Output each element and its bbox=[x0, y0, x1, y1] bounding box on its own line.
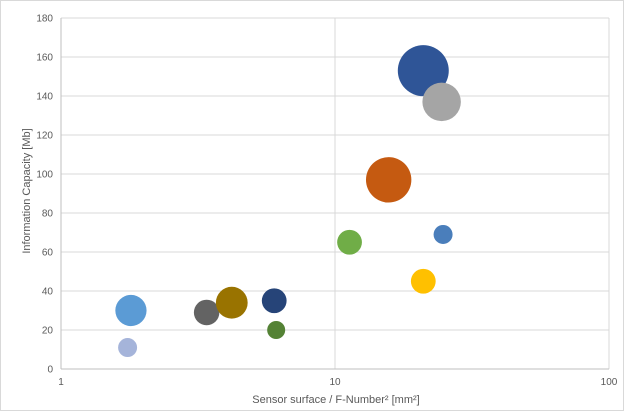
bubble-point[interactable] bbox=[267, 320, 286, 340]
bubble-point[interactable] bbox=[397, 45, 449, 97]
bubble-point[interactable] bbox=[215, 286, 248, 319]
y-tick-label: 80 bbox=[42, 209, 54, 220]
x-tick-label: 10 bbox=[329, 377, 341, 388]
axes bbox=[60, 18, 609, 370]
x-tick-label: 1 bbox=[58, 377, 64, 388]
gridlines bbox=[61, 17, 610, 369]
bubble-point[interactable] bbox=[261, 288, 287, 314]
y-tick-label: 0 bbox=[47, 365, 53, 376]
y-axis-title: Information Capacity [Mb] bbox=[21, 128, 33, 253]
y-tick-label: 60 bbox=[42, 248, 54, 259]
y-tick-label: 180 bbox=[36, 14, 53, 25]
y-tick-label: 140 bbox=[36, 92, 53, 103]
bubble-point[interactable] bbox=[422, 82, 461, 122]
y-tick-label: 160 bbox=[36, 53, 53, 64]
bubbles bbox=[115, 45, 461, 358]
y-tick-label: 100 bbox=[36, 170, 53, 181]
x-tick-label: 100 bbox=[601, 377, 618, 388]
bubble-point[interactable] bbox=[115, 294, 147, 327]
tick-labels: 0 20 40 60 80 100 120 140 160 180 1 10 100 bbox=[36, 14, 617, 389]
bubble-point[interactable] bbox=[365, 157, 412, 203]
x-axis-title: Sensor surface / F-Number² [mm²] bbox=[252, 394, 419, 406]
bubble-point[interactable] bbox=[118, 338, 138, 358]
y-tick-label: 120 bbox=[36, 131, 53, 142]
bubble-point[interactable] bbox=[193, 299, 220, 326]
bubble-point[interactable] bbox=[337, 229, 362, 255]
y-tick-label: 40 bbox=[42, 287, 54, 298]
bubble-point[interactable] bbox=[433, 224, 453, 244]
bubble-point[interactable] bbox=[410, 268, 436, 294]
y-tick-label: 20 bbox=[42, 326, 54, 337]
